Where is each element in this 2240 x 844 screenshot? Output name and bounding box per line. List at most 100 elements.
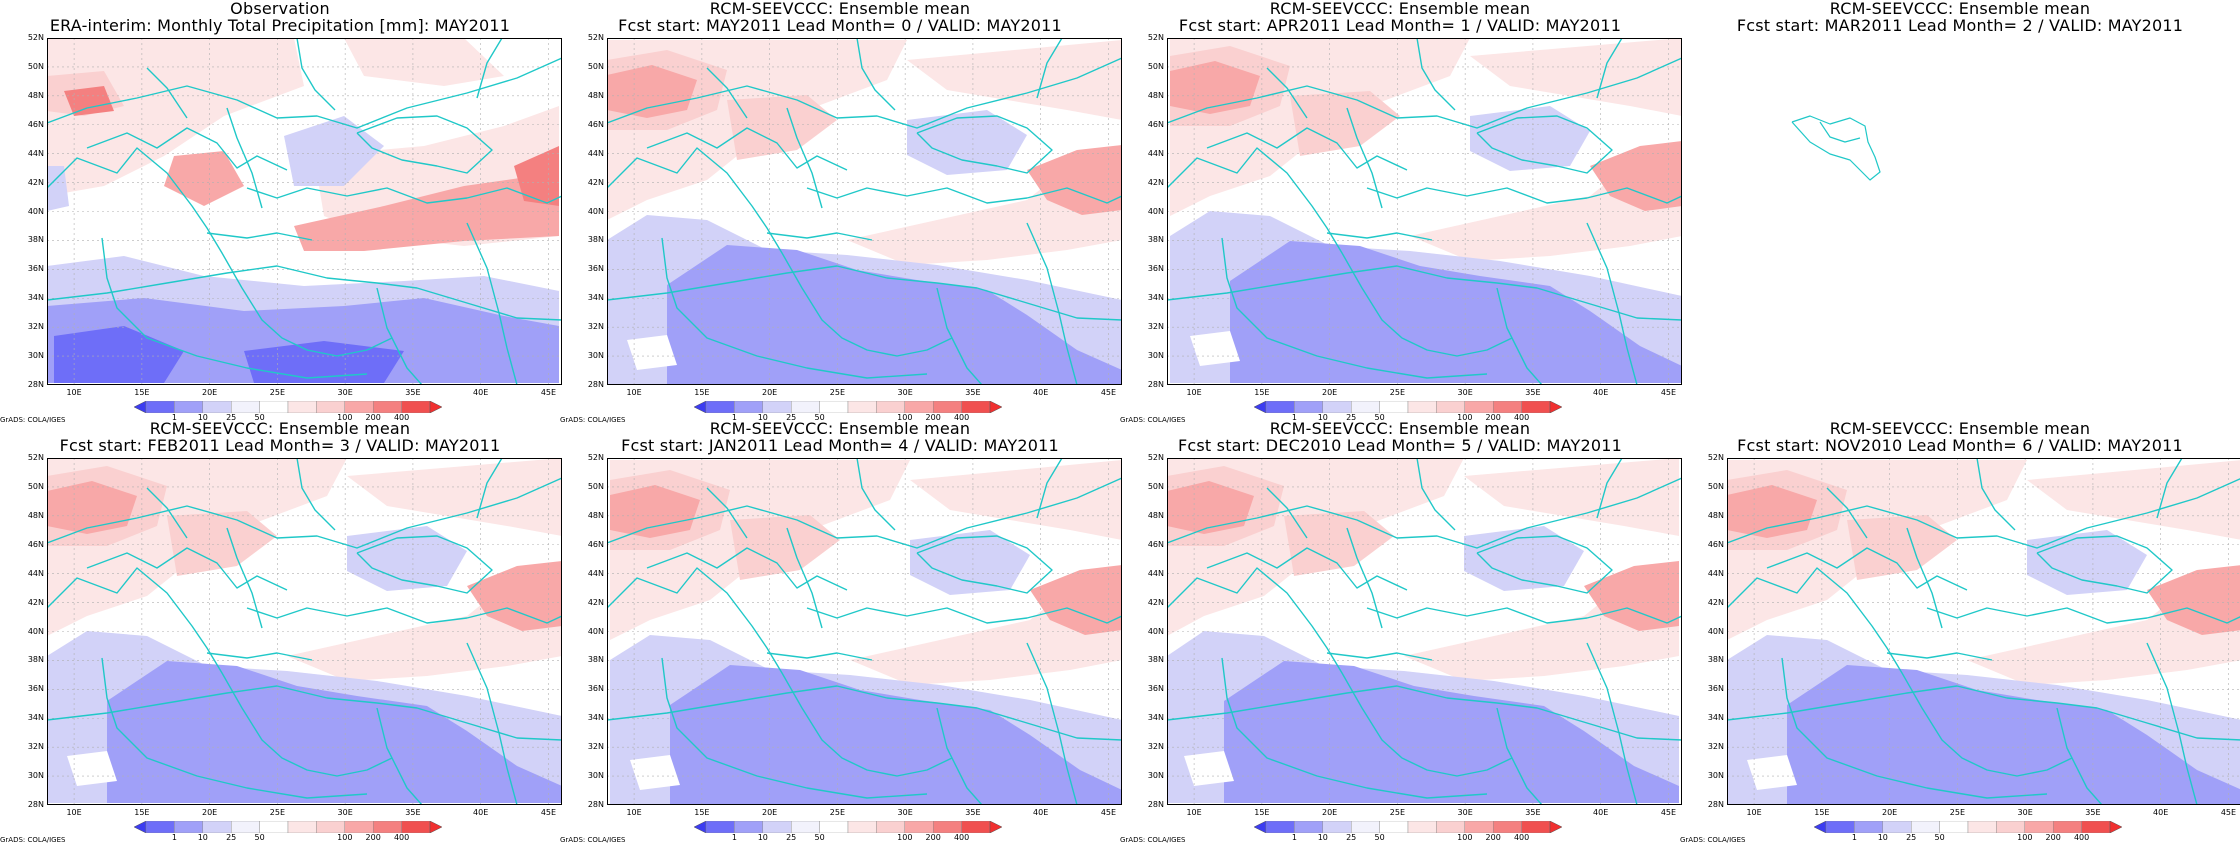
coastline-fragment-line bbox=[1792, 116, 1880, 180]
colorbar-label: 10 bbox=[748, 834, 778, 842]
lon-tick-label: 30E bbox=[1450, 389, 1480, 397]
colorbar-swatch bbox=[1968, 821, 1996, 833]
colorbar-swatch bbox=[203, 821, 231, 833]
lat-tick-label: 28N bbox=[574, 381, 604, 389]
colorbar-max-arrow bbox=[1550, 821, 1562, 833]
colorbar-swatch bbox=[1940, 821, 1968, 833]
lon-tick-label: 40E bbox=[1586, 389, 1616, 397]
lat-tick-label: 30N bbox=[1694, 772, 1724, 780]
grads-credit: GrADS: COLA/IGES bbox=[0, 836, 65, 844]
lat-tick-label: 36N bbox=[1694, 685, 1724, 693]
lat-tick-label: 34N bbox=[1134, 294, 1164, 302]
colorbar-label: 400 bbox=[387, 834, 417, 842]
lon-tick-label: 35E bbox=[398, 389, 428, 397]
panel-subtitle: Fcst start: NOV2010 Lead Month= 6 / VALI… bbox=[1680, 437, 2240, 455]
lat-tick-label: 40N bbox=[1694, 628, 1724, 636]
colorbar-swatch bbox=[1436, 821, 1464, 833]
lat-tick-label: 42N bbox=[1134, 179, 1164, 187]
lat-tick-label: 34N bbox=[14, 294, 44, 302]
lon-tick-label: 45E bbox=[2213, 809, 2240, 817]
lon-tick-label: 35E bbox=[398, 809, 428, 817]
panel-subtitle: Fcst start: APR2011 Lead Month= 1 / VALI… bbox=[1120, 17, 1680, 35]
lat-tick-label: 46N bbox=[1134, 541, 1164, 549]
colorbar-swatch bbox=[288, 821, 316, 833]
lat-tick-label: 38N bbox=[1134, 236, 1164, 244]
lon-tick-label: 15E bbox=[127, 389, 157, 397]
lat-tick-label: 50N bbox=[14, 483, 44, 491]
precipitation-map bbox=[47, 458, 562, 805]
lat-tick-label: 40N bbox=[14, 628, 44, 636]
colorbar-min-arrow bbox=[694, 401, 706, 413]
lat-tick-label: 38N bbox=[1134, 656, 1164, 664]
colorbar-max-arrow bbox=[990, 401, 1002, 413]
colorbar-swatch bbox=[1883, 821, 1911, 833]
lon-tick-label: 30E bbox=[1450, 809, 1480, 817]
lat-tick-label: 52N bbox=[1134, 34, 1164, 42]
colorbar-swatch bbox=[1323, 821, 1351, 833]
lon-tick-label: 10E bbox=[59, 389, 89, 397]
coastline-fragment bbox=[1790, 112, 1890, 182]
lon-tick-label: 10E bbox=[619, 809, 649, 817]
lon-tick-label: 45E bbox=[1093, 809, 1123, 817]
lat-tick-label: 52N bbox=[1694, 454, 1724, 462]
colorbar-swatch bbox=[345, 401, 373, 413]
lat-tick-label: 34N bbox=[574, 714, 604, 722]
colorbar-swatch bbox=[763, 401, 791, 413]
panel-subtitle: Fcst start: JAN2011 Lead Month= 4 / VALI… bbox=[560, 437, 1120, 455]
colorbar-max-arrow bbox=[430, 401, 442, 413]
colorbar-swatch bbox=[1911, 821, 1939, 833]
lon-tick-label: 40E bbox=[1026, 809, 1056, 817]
lon-tick-label: 40E bbox=[466, 809, 496, 817]
colorbar-min-arrow bbox=[1814, 821, 1826, 833]
lat-tick-label: 28N bbox=[1694, 801, 1724, 809]
colorbar-swatch bbox=[345, 821, 373, 833]
lat-tick-label: 48N bbox=[574, 92, 604, 100]
lat-tick-label: 30N bbox=[1134, 772, 1164, 780]
lat-tick-label: 32N bbox=[1694, 743, 1724, 751]
lat-tick-label: 38N bbox=[574, 236, 604, 244]
colorbar-label: 400 bbox=[1507, 834, 1537, 842]
lat-tick-label: 46N bbox=[574, 541, 604, 549]
precipitation-map bbox=[1727, 458, 2240, 805]
panel-subtitle: Fcst start: MAY2011 Lead Month= 0 / VALI… bbox=[560, 17, 1120, 35]
lat-tick-label: 46N bbox=[1134, 121, 1164, 129]
colorbar-label: 400 bbox=[947, 834, 977, 842]
lon-tick-label: 20E bbox=[195, 389, 225, 397]
colorbar-swatch bbox=[2053, 821, 2081, 833]
grads-credit: GrADS: COLA/IGES bbox=[560, 836, 625, 844]
colorbar-swatch bbox=[876, 821, 904, 833]
lat-tick-label: 34N bbox=[1694, 714, 1724, 722]
colorbar-swatch bbox=[734, 821, 762, 833]
colorbar-swatch bbox=[1351, 401, 1379, 413]
colorbar-label: 50 bbox=[1925, 834, 1955, 842]
lat-tick-label: 46N bbox=[574, 121, 604, 129]
lon-tick-label: 10E bbox=[59, 809, 89, 817]
colorbar-label: 100 bbox=[330, 834, 360, 842]
colorbar bbox=[694, 401, 1002, 413]
precipitation-map bbox=[1167, 458, 1682, 805]
lat-tick-label: 42N bbox=[574, 599, 604, 607]
lat-tick-label: 32N bbox=[14, 323, 44, 331]
colorbar-swatch bbox=[962, 821, 990, 833]
colorbar-swatch bbox=[316, 401, 344, 413]
lon-tick-label: 40E bbox=[1026, 389, 1056, 397]
lat-tick-label: 48N bbox=[14, 512, 44, 520]
colorbar-swatch bbox=[1266, 821, 1294, 833]
colorbar-swatch bbox=[146, 821, 174, 833]
lon-tick-label: 20E bbox=[1315, 809, 1345, 817]
colorbar-label: 25 bbox=[776, 834, 806, 842]
colorbar-max-arrow bbox=[2110, 821, 2122, 833]
lon-tick-label: 30E bbox=[890, 389, 920, 397]
lat-tick-label: 50N bbox=[1134, 63, 1164, 71]
precipitation-map bbox=[607, 38, 1122, 385]
colorbar-label: 1 bbox=[719, 834, 749, 842]
colorbar-swatch bbox=[1351, 821, 1379, 833]
lon-tick-label: 40E bbox=[1586, 809, 1616, 817]
colorbar-swatch bbox=[791, 821, 819, 833]
lon-tick-label: 40E bbox=[2146, 809, 2176, 817]
colorbar-label: 200 bbox=[358, 834, 388, 842]
lat-tick-label: 28N bbox=[14, 381, 44, 389]
